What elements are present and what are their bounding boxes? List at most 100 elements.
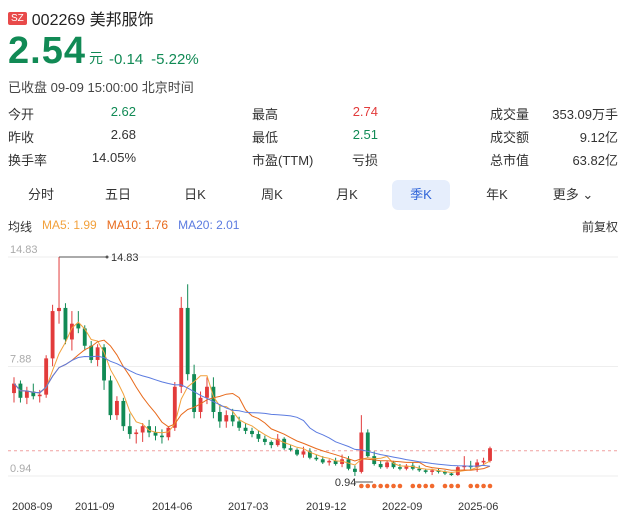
event-dot [378, 483, 383, 489]
candle-body [359, 432, 364, 472]
y-tick-label: 7.88 [10, 354, 31, 366]
y-tick-label: 14.83 [10, 244, 38, 256]
stat-label: 最高 [252, 107, 279, 122]
candle-body [37, 394, 42, 397]
ma5-line [13, 321, 491, 474]
tab-label: 分时 [27, 187, 54, 202]
stat-label: 总市值 [490, 153, 530, 168]
candle-body [385, 462, 390, 468]
candle-body [121, 400, 126, 427]
candle-body [410, 465, 415, 469]
tab-label: 年K [486, 187, 508, 202]
event-dot [449, 483, 454, 489]
stats-row: 昨收 2.68 最低 2.51 成交额 9.12亿 [8, 127, 620, 150]
event-dot [359, 483, 364, 489]
event-dot [397, 483, 403, 489]
candle-body [262, 438, 267, 442]
ma10-value: MA10: 1.76 [106, 218, 169, 232]
candle-body [198, 397, 203, 412]
candle-body [217, 411, 222, 422]
candle-body [365, 432, 370, 457]
event-dot [384, 483, 390, 489]
candle-body [346, 459, 351, 469]
tab-label: 日K [184, 187, 206, 202]
candle-body [449, 473, 454, 476]
price-change: -0.14 [108, 51, 144, 68]
event-dot [423, 483, 428, 489]
event-dot [474, 483, 480, 489]
tab-6[interactable]: 年K [468, 180, 526, 210]
stat-value: 2.62 [110, 104, 136, 119]
candle-body [114, 400, 119, 416]
x-tick-label: 2019-12 [306, 501, 346, 513]
candle-body [423, 470, 428, 472]
candle-body [481, 460, 486, 463]
candle-body [153, 432, 158, 436]
candle-body [108, 380, 113, 416]
stock-code-name: 002269 美邦服饰 [31, 12, 154, 29]
chevron-down-icon: ⌄ [578, 187, 594, 202]
candle-body [205, 386, 209, 398]
stat-label: 成交额 [490, 130, 530, 145]
candle-body [237, 421, 242, 428]
stats-row: 换手率 14.05% 市盈(TTM) 亏损 总市值 63.82亿 [8, 150, 620, 173]
stat-value: 亏损 [351, 153, 378, 168]
stat-label: 成交量 [490, 107, 530, 122]
candle-body [275, 438, 280, 446]
tab-0[interactable]: 分时 [12, 180, 70, 210]
candle-body [24, 391, 29, 398]
candle-body [243, 427, 248, 431]
candle-body [314, 457, 319, 460]
event-dot [455, 483, 461, 489]
candle-body [127, 426, 132, 435]
candle-body [211, 386, 216, 412]
candle-body [436, 470, 441, 472]
tab-4[interactable]: 月K [318, 180, 376, 210]
tab-3[interactable]: 周K [243, 180, 301, 210]
fuquan-toggle[interactable]: 前复权 [581, 220, 618, 234]
candle-body [269, 441, 274, 446]
tab-2[interactable]: 日K [166, 180, 224, 210]
stat-value: 14.05% [91, 150, 136, 165]
candle-body [307, 451, 312, 458]
candle-body [140, 426, 145, 433]
candle-body [391, 462, 396, 468]
x-tick-label: 2011-09 [75, 501, 115, 513]
tab-5[interactable]: 季K [392, 180, 450, 210]
max-annotation-dot [105, 255, 109, 259]
kline-chart[interactable]: 14.83 7.88 0.94 14.83 0.94 2008-09 2011-09 2014… [0, 240, 634, 517]
stat-value: 2.74 [352, 104, 378, 119]
tab-label: 周K [261, 187, 283, 202]
candle-body [430, 470, 435, 472]
tab-label: 更多 [552, 187, 579, 202]
ma5-value: MA5: 1.99 [42, 218, 97, 232]
event-dot [371, 483, 377, 489]
stat-value: 9.12亿 [579, 130, 618, 145]
candle-body [224, 415, 229, 422]
candle-body [12, 383, 16, 394]
candle-body [89, 345, 94, 360]
candle-body [50, 311, 55, 359]
tab-label: 季K [410, 187, 432, 202]
stats-row: 今开 2.62 最高 2.74 成交量 353.09万手 [8, 104, 620, 127]
tab-1[interactable]: 五日 [89, 180, 147, 210]
max-label: 14.83 [111, 252, 139, 264]
candle-body [95, 347, 100, 360]
tab-7[interactable]: 更多 ⌄ [544, 180, 602, 210]
tab-label: 五日 [104, 187, 131, 202]
stat-label: 昨收 [8, 130, 35, 145]
stock-header: SZ 002269 美邦服饰 [8, 6, 154, 30]
event-dot [487, 483, 493, 489]
stat-value: 2.51 [352, 127, 378, 142]
stat-label: 今开 [8, 107, 35, 122]
candle-body [475, 462, 480, 468]
price-change-pct: -5.22% [151, 51, 199, 68]
ma10-line [13, 339, 491, 471]
stat-value: 353.09万手 [552, 107, 618, 122]
candle-body [404, 465, 409, 469]
candle-body [327, 460, 332, 463]
x-tick-label: 2025-06 [458, 501, 498, 513]
candle-body [443, 471, 447, 474]
event-dot [468, 483, 474, 489]
event-dot [442, 483, 448, 489]
